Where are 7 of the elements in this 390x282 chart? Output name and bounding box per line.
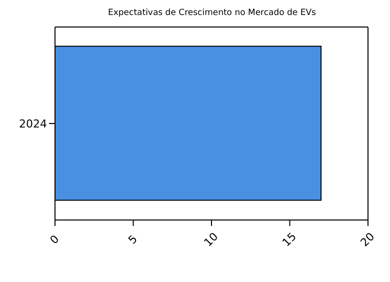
- chart-title: Expectativas de Crescimento no Mercado de EVs: [107, 8, 317, 18]
- y-tick-label: 2024: [19, 117, 47, 130]
- x-tick-label: 20: [358, 230, 378, 250]
- x-tick-label: 10: [202, 230, 221, 250]
- x-tick-label: 5: [126, 232, 140, 247]
- x-tick-label: 0: [48, 232, 62, 247]
- x-tick-label: 15: [280, 230, 299, 250]
